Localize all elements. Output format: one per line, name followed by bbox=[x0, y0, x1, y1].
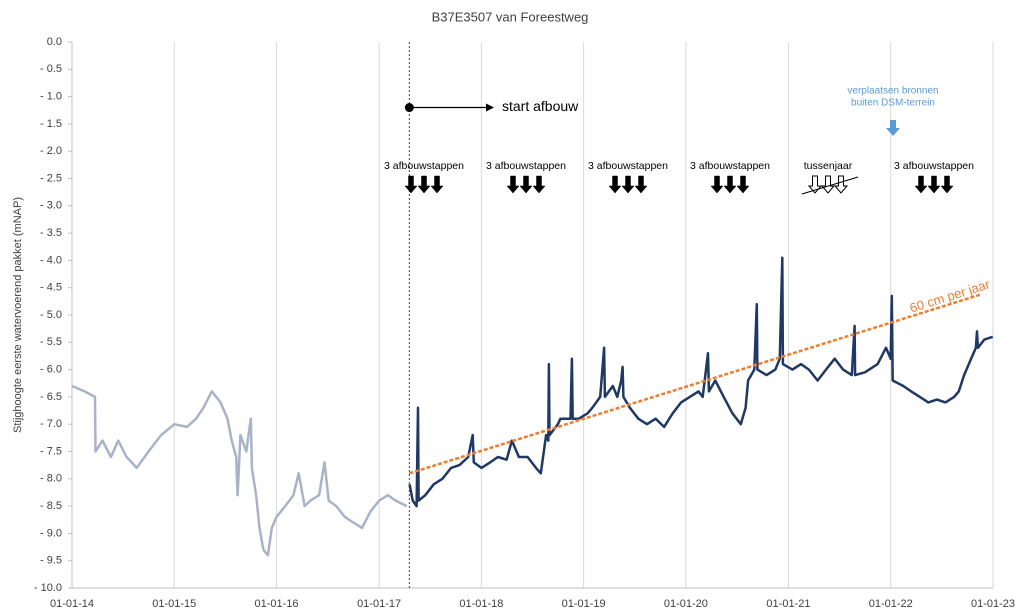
series-line bbox=[408, 256, 994, 508]
x-tick-label: 01-01-18 bbox=[459, 598, 503, 610]
strike bbox=[801, 176, 859, 195]
y-tick-label: 0.0 bbox=[47, 36, 62, 48]
y-tick-label: - 7.0 bbox=[40, 418, 62, 430]
relocation-arrow bbox=[886, 120, 900, 136]
step-arrow bbox=[736, 175, 750, 194]
step-arrow bbox=[608, 175, 622, 194]
trend-line bbox=[408, 293, 981, 475]
step-arrow bbox=[532, 175, 546, 194]
y-tick-label: - 3.0 bbox=[40, 200, 62, 212]
y-tick-label: - 9.0 bbox=[40, 527, 62, 539]
y-tick-label: - 6.5 bbox=[40, 391, 62, 403]
x-tick-label: 01-01-22 bbox=[869, 598, 913, 610]
step-arrow bbox=[506, 175, 520, 194]
chart-title: B37E3507 van Foreestweg bbox=[432, 9, 589, 24]
y-tick-label: - 3.5 bbox=[40, 227, 62, 239]
relocation-note: verplaatsen bronnen bbox=[847, 86, 938, 97]
y-tick-label: - 2.5 bbox=[40, 172, 62, 184]
x-tick-label: 01-01-19 bbox=[562, 598, 606, 610]
x-tick-label: 01-01-23 bbox=[971, 598, 1015, 610]
step-arrow bbox=[723, 175, 737, 194]
y-tick-label: - 8.5 bbox=[40, 500, 62, 512]
x-tick-label: 01-01-14 bbox=[50, 598, 94, 610]
y-tick-label: - 7.5 bbox=[40, 445, 62, 457]
y-tick-label: - 1.0 bbox=[40, 91, 62, 103]
step-arrow bbox=[940, 175, 954, 194]
y-tick-label: - 2.0 bbox=[40, 145, 62, 157]
y-tick-label: - 8.0 bbox=[40, 473, 62, 485]
x-tick-label: 01-01-17 bbox=[357, 598, 401, 610]
y-tick-label: - 5.5 bbox=[40, 336, 62, 348]
y-tick-label: - 0.5 bbox=[40, 63, 62, 75]
step-arrow bbox=[621, 175, 635, 194]
step-arrow bbox=[634, 175, 648, 194]
y-tick-label: - 1.5 bbox=[40, 118, 62, 130]
step-label: 3 afbouwstappen bbox=[486, 160, 566, 172]
series-line bbox=[71, 384, 408, 557]
relocation-note: buiten DSM-terrein bbox=[851, 98, 935, 109]
x-tick-label: 01-01-15 bbox=[152, 598, 196, 610]
step-arrow bbox=[820, 175, 836, 194]
y-tick-label: - 4.0 bbox=[40, 254, 62, 266]
step-label: tussenjaar bbox=[804, 160, 853, 172]
start-label: start afbouw bbox=[502, 98, 579, 114]
x-tick-label: 01-01-21 bbox=[766, 598, 810, 610]
step-arrow bbox=[417, 175, 431, 194]
x-tick-label: 01-01-20 bbox=[664, 598, 708, 610]
y-tick-label: - 9.5 bbox=[40, 555, 62, 567]
x-tick-label: 01-01-16 bbox=[255, 598, 299, 610]
step-label: 3 afbouwstappen bbox=[588, 160, 668, 172]
y-tick-label: - 6.0 bbox=[40, 364, 62, 376]
step-arrow bbox=[710, 175, 724, 194]
step-arrow bbox=[914, 175, 928, 194]
step-arrow bbox=[833, 175, 849, 194]
step-arrow bbox=[404, 175, 418, 194]
start-arrowhead bbox=[486, 103, 494, 112]
y-tick-label: - 4.5 bbox=[40, 282, 62, 294]
step-arrow bbox=[927, 175, 941, 194]
step-label: 3 afbouwstappen bbox=[690, 160, 770, 172]
step-arrow bbox=[519, 175, 533, 194]
y-axis-label: Stijghoogte eerste watervoerend pakket (… bbox=[12, 197, 24, 433]
y-tick-label: - 5.0 bbox=[40, 309, 62, 321]
y-tick-label: - 10.0 bbox=[34, 582, 62, 594]
step-arrow bbox=[430, 175, 444, 194]
step-label: 3 afbouwstappen bbox=[894, 160, 974, 172]
step-label: 3 afbouwstappen bbox=[384, 160, 464, 172]
